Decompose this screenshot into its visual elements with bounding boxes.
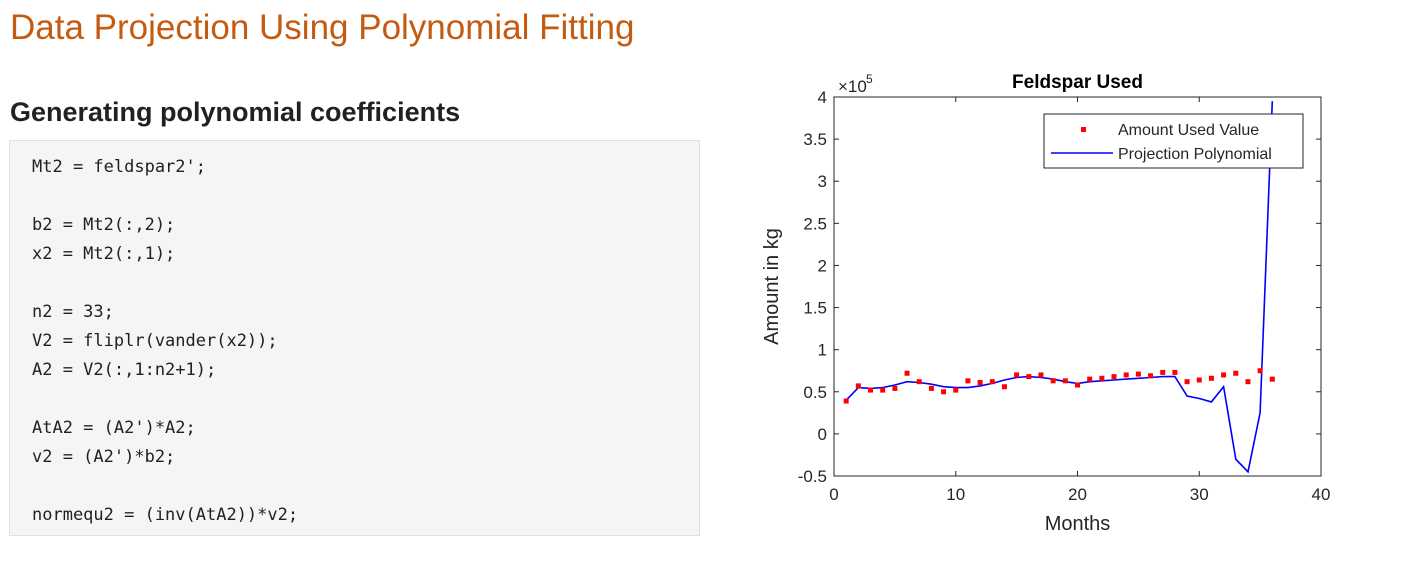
data-point bbox=[1172, 369, 1178, 375]
data-point bbox=[977, 380, 983, 386]
y-exponent-power: 5 bbox=[866, 72, 873, 86]
legend-marker bbox=[1081, 127, 1086, 132]
legend-label: Amount Used Value bbox=[1118, 122, 1259, 139]
data-point bbox=[1001, 384, 1007, 390]
y-tick-label: 2.5 bbox=[803, 214, 827, 233]
data-point bbox=[880, 387, 886, 393]
data-point bbox=[855, 383, 861, 389]
code-block: Mt2 = feldspar2'; b2 = Mt2(:,2); x2 = Mt… bbox=[9, 140, 700, 536]
data-point bbox=[989, 379, 995, 385]
data-point bbox=[1245, 379, 1251, 385]
data-point bbox=[941, 389, 947, 395]
data-point bbox=[1038, 372, 1044, 378]
code-line: Mt2 = feldspar2'; bbox=[32, 157, 206, 177]
data-point bbox=[1111, 374, 1117, 380]
data-point bbox=[868, 387, 874, 393]
legend-box bbox=[1043, 113, 1304, 169]
data-point bbox=[1087, 376, 1093, 382]
y-tick-label: 3 bbox=[818, 172, 827, 191]
y-tick-label: 0.5 bbox=[803, 383, 827, 402]
code-line: AtA2 = (A2')*A2; bbox=[32, 418, 196, 438]
data-point bbox=[1062, 378, 1068, 384]
plot-frame bbox=[833, 96, 1322, 477]
code-line: normequ2 = (inv(AtA2))*v2; bbox=[32, 505, 299, 525]
data-point bbox=[1257, 368, 1263, 374]
data-point bbox=[1160, 369, 1166, 375]
y-axis-label: Amount in kg bbox=[761, 228, 783, 345]
data-point bbox=[1269, 376, 1275, 382]
code-line: b2 = Mt2(:,2); bbox=[32, 215, 176, 235]
data-point bbox=[965, 378, 971, 384]
code-line: V2 = fliplr(vander(x2)); bbox=[32, 331, 278, 351]
data-point bbox=[1099, 375, 1105, 381]
x-tick-label: 20 bbox=[1068, 485, 1087, 504]
data-point bbox=[1184, 379, 1190, 385]
legend-label: Projection Polynomial bbox=[1118, 146, 1272, 163]
data-point bbox=[843, 398, 849, 404]
data-point bbox=[928, 385, 934, 391]
page-title: Data Projection Using Polynomial Fitting bbox=[10, 8, 635, 47]
y-exponent-base: ×10 bbox=[838, 77, 867, 96]
y-tick-label: 1 bbox=[818, 341, 827, 360]
data-point bbox=[1221, 372, 1227, 378]
y-tick-label: 1.5 bbox=[803, 299, 827, 318]
chart-title: Feldspar Used bbox=[1012, 72, 1143, 93]
y-tick-label: 0 bbox=[818, 425, 827, 444]
data-point bbox=[1196, 377, 1202, 383]
x-tick-label: 30 bbox=[1190, 485, 1209, 504]
x-tick-label: 10 bbox=[946, 485, 965, 504]
data-point bbox=[953, 387, 959, 393]
data-point bbox=[1233, 370, 1239, 376]
data-point bbox=[1075, 382, 1080, 388]
x-tick-label: 40 bbox=[1312, 485, 1331, 504]
code-line: v2 = (A2')*b2; bbox=[32, 447, 176, 467]
y-tick-label: -0.5 bbox=[798, 467, 827, 486]
code-line: A2 = V2(:,1:n2+1); bbox=[32, 360, 217, 380]
data-point bbox=[1135, 371, 1141, 377]
data-point bbox=[916, 379, 922, 385]
data-point bbox=[892, 385, 898, 391]
x-tick-label: 0 bbox=[829, 485, 838, 504]
data-point bbox=[1026, 374, 1032, 380]
data-point bbox=[1123, 372, 1129, 378]
code-line: x2 = Mt2(:,1); bbox=[32, 244, 176, 264]
code-line: n2 = 33; bbox=[32, 302, 114, 322]
data-point bbox=[1014, 372, 1020, 378]
data-point bbox=[1148, 373, 1154, 379]
data-point bbox=[1208, 375, 1214, 381]
data-point bbox=[904, 370, 910, 376]
y-tick-label: 4 bbox=[818, 88, 827, 107]
y-tick-label: 3.5 bbox=[803, 130, 827, 149]
y-tick-label: 2 bbox=[818, 256, 827, 275]
x-axis-label: Months bbox=[1045, 513, 1111, 535]
data-point bbox=[1050, 378, 1056, 384]
section-heading: Generating polynomial coefficients bbox=[10, 97, 461, 127]
